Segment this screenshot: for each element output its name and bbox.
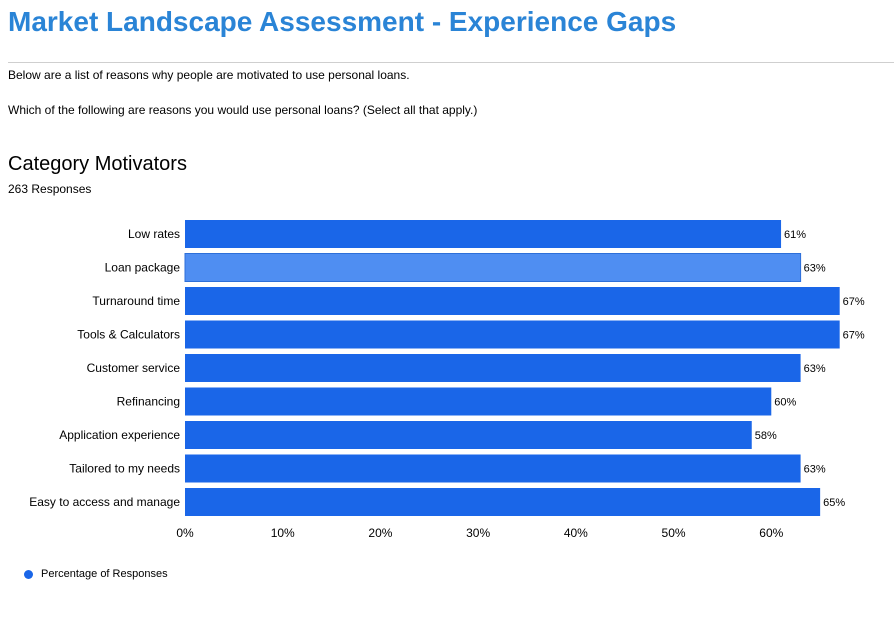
x-tick-label: 30% xyxy=(466,526,490,540)
data-label: 61% xyxy=(784,229,806,241)
question-text: Which of the following are reasons you w… xyxy=(8,103,478,117)
data-label: 67% xyxy=(843,330,865,342)
bar-loan-package xyxy=(184,253,802,282)
category-label: Tools & Calculators xyxy=(77,328,180,342)
title-divider xyxy=(8,62,894,63)
legend-marker xyxy=(24,569,33,579)
data-label: 67% xyxy=(843,296,865,308)
x-tick-label: 60% xyxy=(759,526,783,540)
category-label: Easy to access and manage xyxy=(29,495,180,509)
x-tick-label: 0% xyxy=(176,526,194,540)
legend-label: Percentage of Responses xyxy=(41,568,168,580)
data-label: 65% xyxy=(823,497,845,509)
category-label: Tailored to my needs xyxy=(69,462,180,476)
chart-legend: Percentage of Responses xyxy=(24,568,168,580)
x-tick-label: 50% xyxy=(662,526,686,540)
bar-tools-calculators xyxy=(185,320,840,349)
intro-text: Below are a list of reasons why people a… xyxy=(8,68,410,82)
data-label: 63% xyxy=(804,464,826,476)
bar-tailored-to-my-needs xyxy=(185,454,801,483)
data-label: 60% xyxy=(774,397,796,409)
bar-low-rates xyxy=(185,220,782,248)
category-label: Loan package xyxy=(105,261,181,275)
data-label: 63% xyxy=(804,363,826,375)
x-tick-label: 10% xyxy=(271,526,295,540)
category-label: Application experience xyxy=(59,428,180,442)
x-tick-label: 20% xyxy=(368,526,392,540)
bar-application-experience xyxy=(185,421,752,449)
bar-customer-service xyxy=(185,354,801,382)
chart-title: Category Motivators xyxy=(8,153,187,175)
category-label: Low rates xyxy=(128,227,180,241)
category-label: Turnaround time xyxy=(92,294,180,308)
bar-turnaround-time xyxy=(185,287,840,315)
data-label: 63% xyxy=(804,263,826,275)
category-label: Customer service xyxy=(87,361,181,375)
category-label: Refinancing xyxy=(117,395,180,409)
page-title: Market Landscape Assessment - Experience… xyxy=(8,6,677,37)
bar-refinancing xyxy=(185,387,772,416)
response-count: 263 Responses xyxy=(8,182,92,196)
x-tick-label: 40% xyxy=(564,526,588,540)
data-label: 58% xyxy=(755,430,777,442)
bar-easy-to-access-and-manage xyxy=(185,488,821,516)
